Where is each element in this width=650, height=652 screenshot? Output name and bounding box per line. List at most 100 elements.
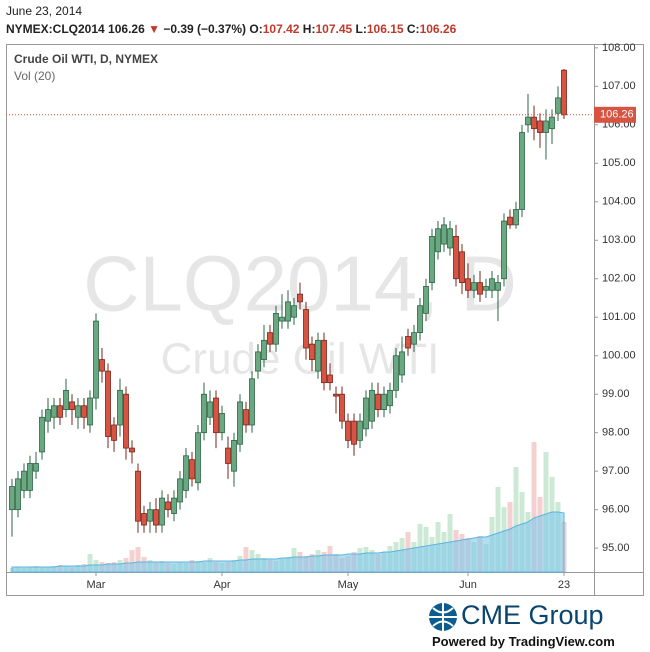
candle-body [375, 393, 381, 410]
low-label: L: [355, 22, 367, 36]
candle-body [321, 339, 327, 384]
candle-body [441, 224, 447, 245]
candle-body [501, 220, 507, 280]
candle-body [93, 320, 99, 399]
candle-body [393, 355, 399, 391]
candle-body [147, 509, 153, 522]
volume-bar [87, 554, 93, 572]
candle-body [33, 463, 39, 472]
candle-body [183, 455, 189, 491]
volume-bar [543, 452, 549, 572]
volume-legend: Vol (20) [14, 69, 55, 83]
volume-bar [129, 550, 135, 572]
high-label: H: [302, 22, 316, 36]
candle-body [543, 120, 549, 133]
candle-body [561, 69, 567, 116]
cme-globe [429, 603, 457, 631]
down-arrow: ▼ [148, 22, 160, 36]
candle-body [63, 389, 69, 410]
y-tick-label: 100.00 [602, 350, 636, 362]
symbol: NYMEX:CLQ2014 [6, 22, 105, 36]
candle-body [357, 420, 363, 441]
candle-body [141, 513, 147, 526]
candle-body [189, 459, 195, 480]
candle-body [471, 282, 477, 291]
last-price-label: 106.26 [600, 109, 634, 121]
candle-body [165, 501, 171, 511]
x-tick-label: Apr [213, 579, 230, 591]
candle-body [213, 397, 219, 434]
candle-body [303, 309, 309, 349]
candle-body [513, 209, 519, 226]
candle-body [387, 389, 393, 407]
candle-body [483, 286, 489, 291]
candle-body [417, 305, 423, 334]
candle-body [525, 116, 531, 126]
candle-body [75, 405, 81, 418]
candle-body [465, 278, 471, 291]
candle-body [411, 332, 417, 345]
frame [6, 44, 644, 596]
candle-body [297, 293, 303, 303]
candle-body [237, 401, 243, 445]
candle-body [195, 432, 201, 484]
volume-bar [135, 547, 141, 572]
y-tick-label: 101.00 [602, 311, 636, 323]
candle-body [333, 393, 339, 397]
candle-body [507, 216, 513, 226]
candle-body [51, 405, 57, 418]
volume-bar [531, 442, 537, 572]
candle-body [519, 132, 525, 210]
close-value: 106.26 [419, 22, 457, 36]
powered-by: Powered by TradingView.com [432, 634, 615, 649]
candle-body [69, 401, 75, 410]
last-price-tag [594, 106, 636, 123]
candle-body [405, 336, 411, 349]
candle-body [273, 312, 279, 345]
candle-body [495, 282, 501, 291]
high-value: 107.45 [315, 22, 353, 36]
candle-body [423, 286, 429, 314]
y-tick-label: 102.00 [602, 273, 636, 285]
candle-body [435, 228, 441, 253]
candle-body [45, 409, 51, 422]
x-tick-label: May [338, 579, 359, 591]
candle-body [153, 509, 159, 526]
quote-line: NYMEX:CLQ2014 106.26 ▼ −0.39 (−0.37%) O:… [6, 22, 456, 36]
watermark-sub: Crude Oil WTI [161, 335, 440, 384]
candle-body [225, 447, 231, 464]
candle-body [177, 478, 183, 503]
candle-body [315, 339, 321, 372]
candle-body [459, 251, 465, 284]
candle-body [201, 393, 207, 434]
candle-body [219, 413, 225, 434]
candle-body [57, 405, 63, 418]
candle-body [291, 305, 297, 318]
candle-body [489, 278, 495, 291]
y-tick-label: 107.00 [602, 80, 636, 92]
candle-body [549, 116, 555, 130]
candle-body [477, 282, 483, 295]
candle-body [111, 424, 117, 441]
candle-body [171, 497, 177, 514]
candle-body [255, 351, 261, 372]
candle-body [429, 236, 435, 284]
brand: CME Group [461, 600, 604, 630]
open-value: 107.42 [262, 22, 300, 36]
candle-body [351, 420, 357, 445]
candle-body [453, 236, 459, 280]
candle-body [249, 378, 255, 426]
candle-body [537, 120, 543, 133]
candle-body [87, 397, 93, 426]
candle-body [339, 393, 345, 422]
candle-body [531, 116, 537, 130]
chart: CLQ2014, D Crude Oil WTI Crude Oil WTI, … [6, 42, 644, 596]
candle-body [231, 439, 237, 472]
candle-body [9, 486, 15, 511]
last-price: 106.26 [108, 22, 145, 36]
candle-body [81, 405, 87, 418]
candle-body [207, 401, 213, 418]
close-label: C: [406, 22, 420, 36]
change: −0.39 (−0.37%) [163, 22, 247, 36]
